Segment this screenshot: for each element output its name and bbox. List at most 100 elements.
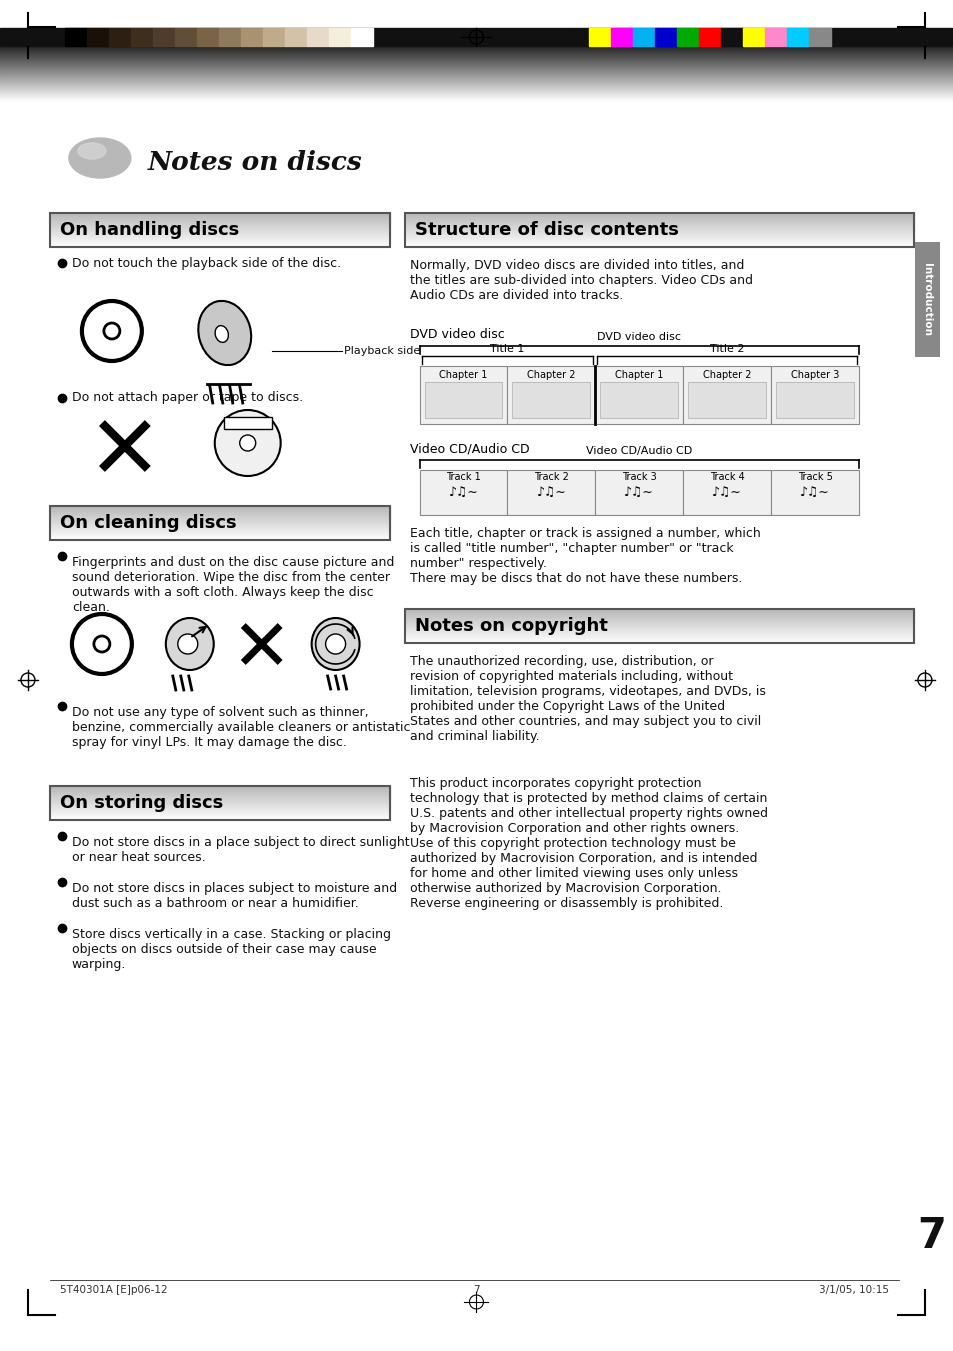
Bar bbox=[611, 28, 633, 46]
Text: ♪♫∼: ♪♫∼ bbox=[448, 486, 477, 499]
Text: The unauthorized recording, use, distribution, or
revision of copyrighted materi: The unauthorized recording, use, distrib… bbox=[409, 655, 764, 743]
Text: 7: 7 bbox=[473, 1285, 479, 1296]
Bar bbox=[507, 470, 595, 515]
Circle shape bbox=[239, 435, 255, 451]
Ellipse shape bbox=[166, 617, 213, 670]
Bar bbox=[742, 28, 764, 46]
Bar bbox=[419, 366, 507, 424]
Text: Chapter 2: Chapter 2 bbox=[702, 370, 751, 380]
Text: Video CD/Audio CD: Video CD/Audio CD bbox=[409, 442, 529, 455]
Text: Notes on discs: Notes on discs bbox=[148, 150, 362, 174]
Bar bbox=[174, 28, 196, 46]
Text: Playback side: Playback side bbox=[343, 346, 419, 357]
Circle shape bbox=[325, 634, 345, 654]
Bar bbox=[0, 28, 952, 46]
Text: Structure of disc contents: Structure of disc contents bbox=[415, 222, 678, 239]
Text: Track 2: Track 2 bbox=[534, 471, 568, 482]
Bar bbox=[507, 366, 595, 424]
Bar bbox=[131, 28, 152, 46]
Bar bbox=[764, 28, 786, 46]
Bar bbox=[404, 213, 913, 247]
Bar bbox=[224, 417, 272, 430]
Text: Chapter 2: Chapter 2 bbox=[527, 370, 575, 380]
Text: Video CD/Audio CD: Video CD/Audio CD bbox=[585, 446, 692, 457]
Bar bbox=[218, 28, 240, 46]
Ellipse shape bbox=[214, 326, 228, 342]
Text: On handling discs: On handling discs bbox=[60, 222, 239, 239]
Bar bbox=[262, 28, 284, 46]
Bar bbox=[404, 609, 913, 643]
Bar bbox=[633, 28, 655, 46]
Bar bbox=[240, 28, 262, 46]
Text: This product incorporates copyright protection
technology that is protected by m: This product incorporates copyright prot… bbox=[409, 777, 767, 911]
Bar bbox=[424, 382, 502, 417]
Text: Each title, chapter or track is assigned a number, which
is called "title number: Each title, chapter or track is assigned… bbox=[409, 527, 760, 585]
Text: Do not use any type of solvent such as thinner,
benzine, commercially available : Do not use any type of solvent such as t… bbox=[71, 707, 410, 748]
Bar bbox=[328, 28, 351, 46]
Bar bbox=[677, 28, 699, 46]
Text: 3/1/05, 10:15: 3/1/05, 10:15 bbox=[818, 1285, 888, 1296]
Text: Title 2: Title 2 bbox=[709, 345, 743, 354]
Bar bbox=[808, 28, 830, 46]
Bar bbox=[65, 28, 87, 46]
Text: Do not store discs in places subject to moisture and
dust such as a bathroom or : Do not store discs in places subject to … bbox=[71, 882, 396, 911]
Ellipse shape bbox=[69, 138, 131, 178]
Text: On storing discs: On storing discs bbox=[60, 794, 223, 812]
Bar bbox=[655, 28, 677, 46]
Text: Do not store discs in a place subject to direct sunlight
or near heat sources.: Do not store discs in a place subject to… bbox=[71, 836, 409, 865]
Text: Track 1: Track 1 bbox=[446, 471, 480, 482]
Text: On cleaning discs: On cleaning discs bbox=[60, 513, 236, 532]
Bar bbox=[306, 28, 328, 46]
Text: DVD video disc: DVD video disc bbox=[597, 332, 680, 342]
Ellipse shape bbox=[312, 617, 359, 670]
Text: Store discs vertically in a case. Stacking or placing
objects on discs outside o: Store discs vertically in a case. Stacki… bbox=[71, 928, 391, 971]
Bar bbox=[786, 28, 808, 46]
Text: Track 3: Track 3 bbox=[621, 471, 656, 482]
Bar bbox=[109, 28, 131, 46]
Bar bbox=[770, 366, 858, 424]
Text: ♪♫∼: ♪♫∼ bbox=[623, 486, 654, 499]
Bar bbox=[595, 470, 682, 515]
Ellipse shape bbox=[198, 301, 251, 365]
Bar bbox=[284, 28, 306, 46]
Text: DVD video disc: DVD video disc bbox=[409, 328, 504, 340]
Text: Normally, DVD video discs are divided into titles, and
the titles are sub-divide: Normally, DVD video discs are divided in… bbox=[409, 259, 752, 303]
Text: Track 5: Track 5 bbox=[797, 471, 832, 482]
Bar bbox=[720, 28, 742, 46]
Bar bbox=[687, 382, 765, 417]
Text: Title 1: Title 1 bbox=[490, 345, 524, 354]
Bar bbox=[196, 28, 218, 46]
Bar bbox=[87, 28, 109, 46]
Text: ♪♫∼: ♪♫∼ bbox=[712, 486, 741, 499]
Bar bbox=[770, 470, 858, 515]
Text: ♪♫∼: ♪♫∼ bbox=[800, 486, 829, 499]
Bar bbox=[699, 28, 720, 46]
Bar bbox=[595, 366, 682, 424]
Bar bbox=[512, 382, 590, 417]
Bar bbox=[351, 28, 373, 46]
Bar bbox=[50, 786, 389, 820]
Bar bbox=[682, 470, 770, 515]
Bar bbox=[50, 213, 389, 247]
Text: Fingerprints and dust on the disc cause picture and
sound deterioration. Wipe th: Fingerprints and dust on the disc cause … bbox=[71, 557, 394, 613]
Bar bbox=[589, 28, 611, 46]
Text: Chapter 1: Chapter 1 bbox=[438, 370, 487, 380]
Text: Notes on copyright: Notes on copyright bbox=[415, 617, 607, 635]
Bar bbox=[599, 382, 678, 417]
Text: 5T40301A [E]p06-12: 5T40301A [E]p06-12 bbox=[60, 1285, 168, 1296]
Text: ♪♫∼: ♪♫∼ bbox=[536, 486, 566, 499]
Ellipse shape bbox=[78, 143, 106, 159]
Bar bbox=[419, 470, 507, 515]
Text: Introduction: Introduction bbox=[922, 263, 931, 336]
Bar bbox=[914, 242, 939, 357]
Text: Chapter 3: Chapter 3 bbox=[790, 370, 839, 380]
Text: Track 4: Track 4 bbox=[709, 471, 743, 482]
Bar bbox=[50, 507, 389, 540]
Bar bbox=[682, 366, 770, 424]
Bar bbox=[776, 382, 853, 417]
Bar bbox=[152, 28, 174, 46]
Text: Chapter 1: Chapter 1 bbox=[615, 370, 662, 380]
Text: Do not touch the playback side of the disc.: Do not touch the playback side of the di… bbox=[71, 257, 340, 269]
Text: Do not attach paper or tape to discs.: Do not attach paper or tape to discs. bbox=[71, 392, 303, 404]
Circle shape bbox=[214, 409, 280, 476]
